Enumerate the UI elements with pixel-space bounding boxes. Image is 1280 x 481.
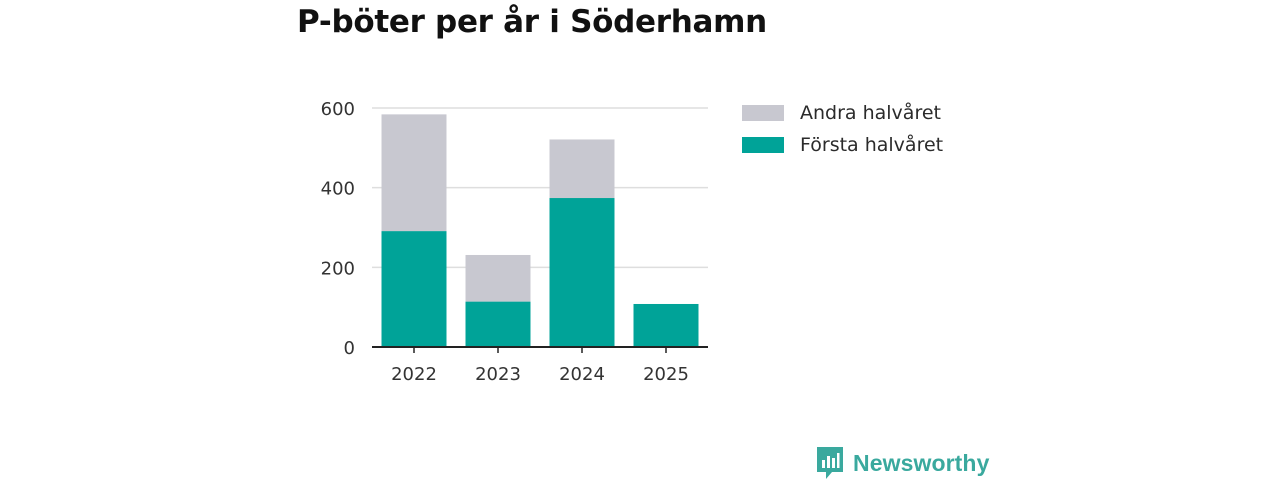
newsworthy-brand[interactable]: Newsworthy [815, 445, 989, 481]
y-tick-label-200: 200 [321, 258, 355, 279]
x-tick-label-2025: 2025 [643, 364, 689, 385]
bar-2022-series-1 [381, 114, 447, 232]
bar-2023-series-1 [465, 254, 531, 302]
legend-swatch-andra [742, 105, 784, 121]
legend-swatch-forsta [742, 137, 784, 153]
bar-2024-series-0 [549, 198, 615, 347]
y-tick-label-0: 0 [344, 338, 355, 359]
x-tick-label-2024: 2024 [559, 364, 605, 385]
legend-label-forsta: Första halvåret [800, 134, 944, 156]
chart-title: P-böter per år i Söderhamn [297, 4, 767, 40]
legend-item-forsta[interactable]: Första halvåret [742, 129, 943, 161]
legend-item-andra[interactable]: Andra halvåret [742, 97, 943, 129]
newsworthy-logo-icon [817, 447, 843, 479]
y-tick-label-600: 600 [321, 99, 355, 120]
chart-legend: Andra halvåret Första halvåret [742, 97, 943, 161]
brand-name: Newsworthy [853, 449, 990, 476]
x-tick-label-2023: 2023 [475, 364, 521, 385]
legend-label-andra: Andra halvåret [800, 102, 941, 124]
bar-2024-series-1 [549, 139, 615, 199]
x-tick-label-2022: 2022 [391, 364, 437, 385]
bar-2025-series-0 [633, 303, 699, 347]
bar-2022-series-0 [381, 231, 447, 347]
y-tick-label-400: 400 [321, 179, 355, 200]
bar-2023-series-0 [465, 301, 531, 347]
